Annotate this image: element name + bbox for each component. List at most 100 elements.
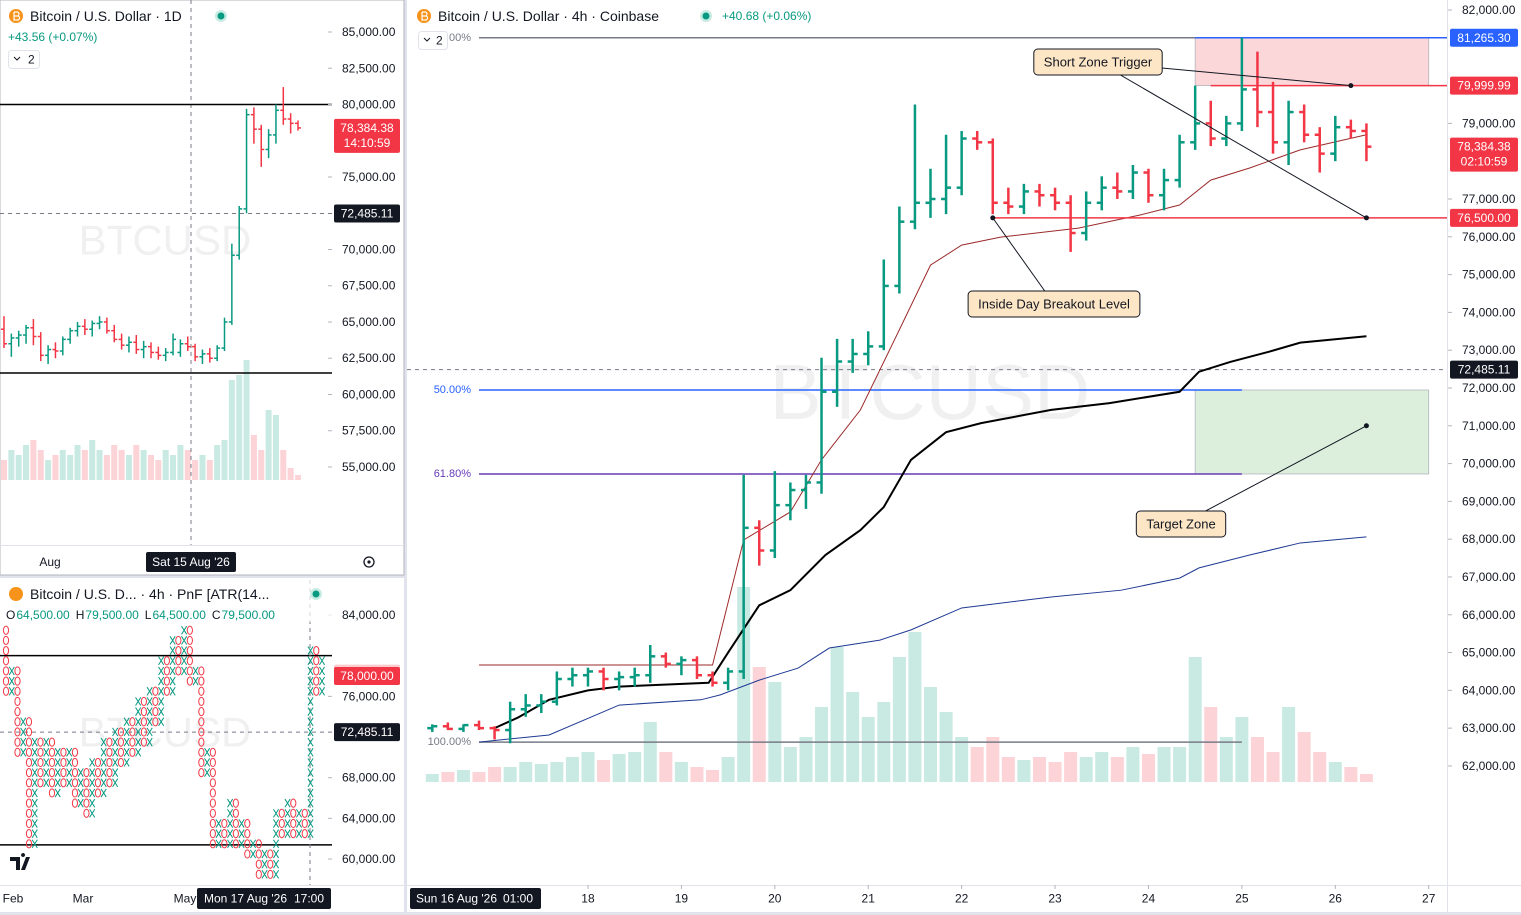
volume-bar (472, 772, 486, 782)
volume-bar (970, 747, 984, 782)
volume-bar (272, 415, 279, 480)
pnf-o-column (267, 849, 274, 879)
volume-bar (118, 450, 125, 480)
price-tag (1450, 76, 1518, 95)
y-tick-label: 84,000.00 (342, 608, 396, 622)
callout-text: Inside Day Breakout Level (978, 297, 1130, 312)
volume-bar (111, 445, 118, 480)
layout-button[interactable] (418, 31, 448, 50)
volume-bar (59, 450, 66, 480)
pnf-x-column (31, 737, 38, 849)
volume-bar (1079, 757, 1093, 782)
pnf-o-column (255, 839, 262, 879)
y-tick-label: 74,000.00 (1462, 305, 1516, 319)
price-tag-label: 72,485.11 (341, 725, 394, 739)
volume-bar (534, 764, 548, 782)
volume-bar (15, 455, 22, 480)
main-axis: Sun 16 Aug '26 01:00 82,000.00 79,000.00 7… (407, 0, 1521, 912)
cursor-box (410, 888, 541, 909)
volume-bar (133, 445, 140, 480)
volume-bar (96, 450, 103, 480)
volume-bar (597, 760, 611, 782)
volume-bar (250, 435, 257, 480)
volume-bar (280, 450, 287, 480)
y-tick-label: 76,000.00 (342, 689, 396, 703)
bitcoin-glyph (13, 11, 21, 21)
volume-bar (221, 440, 228, 480)
pnf-x-column (215, 819, 222, 849)
ohlc-value: 79,500.00 (222, 608, 276, 622)
pnf-x-column (112, 727, 119, 788)
callout-box (1033, 48, 1163, 76)
volume-bar (192, 460, 199, 480)
pnf-o-column (290, 798, 297, 839)
y-tick-label: 68,000.00 (342, 771, 396, 785)
x-tick-label: 23 (1048, 892, 1062, 906)
price-tag-label: 76,500.00 (1457, 211, 1511, 225)
x-tick-label: 20 (768, 892, 782, 906)
pnf-o-column (14, 666, 21, 757)
y-tick-label: 70,000.00 (1462, 457, 1516, 471)
pnf-x-column (135, 697, 142, 757)
volume-bar (1, 460, 7, 480)
pnf-o-column (71, 747, 79, 808)
pnf-x-column (123, 717, 130, 767)
volume-bar (81, 450, 88, 480)
symbol-title: Bitcoin / U.S. D... · 4h · PnF [ATR(14..… (30, 586, 269, 602)
volume-bar (8, 450, 15, 480)
cursor-label: Sat 15 Aug '26 (152, 555, 230, 569)
price-tag-label: 78,384.38 (1457, 140, 1511, 154)
layout-count: 2 (28, 53, 35, 67)
callout-anchor (990, 215, 996, 221)
volume-bar (148, 455, 154, 480)
pnf-x-column (158, 656, 165, 727)
tv-logo[interactable] (10, 853, 30, 870)
y-tick-label: 65,000.00 (1462, 646, 1516, 660)
layout-button[interactable] (8, 50, 40, 69)
symbol-title: Bitcoin / U.S. Dollar · 1D (30, 8, 182, 24)
volume-bar (243, 360, 250, 480)
pnf-o-column (209, 747, 216, 849)
volume-bar (939, 712, 953, 782)
callout-line (992, 217, 1055, 305)
pnf-o-column (25, 717, 33, 849)
pnf-o-column (117, 727, 125, 768)
price-tag (334, 118, 400, 153)
volume-bar (74, 445, 81, 480)
pnf-x-column (238, 819, 245, 849)
x-tick-label: 25 (1235, 892, 1249, 906)
settings-icon[interactable] (363, 556, 375, 568)
volume-bar (1064, 752, 1078, 782)
volume-bar (1141, 754, 1155, 782)
callout-text: Short Zone Trigger (1044, 55, 1153, 70)
volume-bar (612, 754, 626, 782)
ohlc-key: H (76, 608, 85, 622)
y-tick-label: 57,500.00 (342, 424, 396, 438)
settings-icon-dot (367, 560, 371, 564)
volume-bar (752, 667, 766, 782)
pnf-o-column (152, 686, 159, 727)
volume-bar (206, 460, 213, 480)
cursor-box (197, 888, 331, 909)
pnf-plot: BTCUSD (0, 580, 332, 885)
volume-bar (199, 455, 206, 480)
callout-anchor (1363, 215, 1369, 221)
volume-bar (236, 375, 243, 480)
chevron (423, 37, 431, 42)
bitcoin-glyph (421, 11, 429, 21)
volume-bar (519, 762, 533, 782)
volume-bar (162, 450, 169, 480)
volume-bar (258, 450, 265, 480)
volume-bar (456, 770, 470, 782)
pnf-x-column (273, 808, 280, 879)
volume-bar (488, 767, 502, 782)
price-change: +40.68 (+0.06%) (722, 9, 811, 23)
pnf-o-column (37, 737, 44, 788)
volume-bar (177, 445, 184, 480)
pnf-o-column (244, 818, 251, 859)
volume-bar (768, 682, 782, 782)
pnf-o-column (313, 646, 320, 696)
ohlc-key: C (212, 608, 221, 622)
y-tick-label: 62,000.00 (1462, 759, 1516, 773)
